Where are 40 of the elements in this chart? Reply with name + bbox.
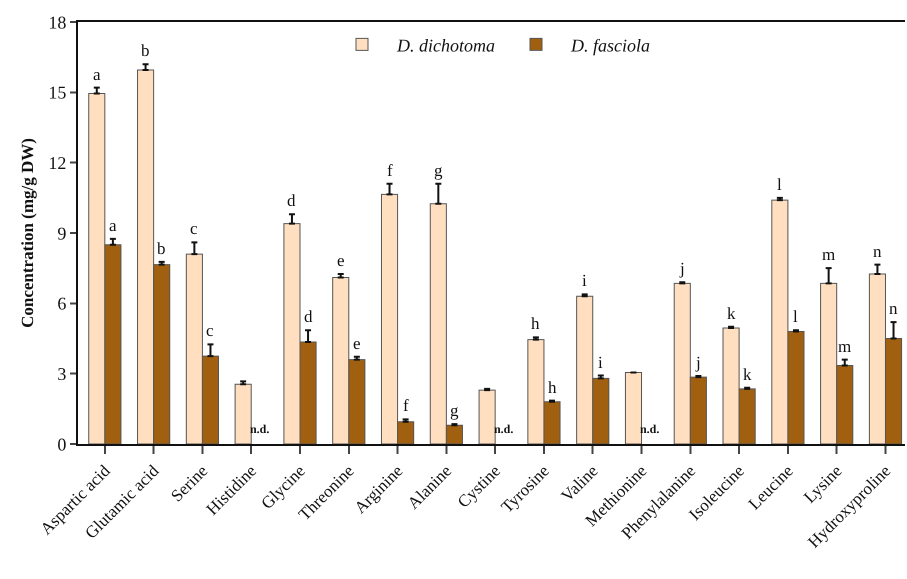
data-label: l — [777, 175, 782, 194]
data-label: g — [434, 161, 443, 180]
data-label: j — [679, 259, 685, 278]
data-label: j — [695, 353, 701, 372]
data-label: i — [582, 271, 587, 290]
data-label: f — [387, 161, 393, 180]
y-tick-label: 3 — [57, 364, 66, 384]
legend-label: D. dichotoma — [396, 35, 495, 56]
data-label: l — [793, 307, 798, 326]
y-tick-label: 9 — [57, 223, 66, 244]
data-label: h — [548, 378, 557, 397]
data-label: d — [304, 307, 313, 326]
data-label: b — [141, 41, 150, 60]
data-label: n — [873, 242, 882, 261]
data-label: e — [353, 334, 361, 353]
bar — [478, 390, 496, 444]
y-tick-label: 15 — [48, 82, 66, 103]
data-label: c — [190, 219, 198, 238]
data-label: g — [450, 401, 459, 420]
data-label: k — [743, 365, 752, 384]
data-label: a — [109, 216, 117, 235]
data-label: m — [822, 245, 836, 264]
y-tick-label: 6 — [57, 294, 66, 314]
y-tick-label: 18 — [48, 12, 66, 32]
data-label: d — [287, 191, 296, 210]
data-label: h — [531, 314, 540, 333]
data-label: i — [598, 353, 603, 372]
data-label: e — [337, 251, 345, 270]
data-label: m — [838, 337, 852, 356]
data-label: f — [403, 396, 409, 415]
data-label: n — [889, 299, 898, 318]
data-label: k — [727, 304, 736, 323]
data-label: b — [157, 239, 166, 258]
y-tick-label: 12 — [48, 152, 66, 173]
data-label: c — [206, 321, 214, 340]
legend-label: D. fasciola — [570, 35, 650, 56]
data-label: a — [93, 65, 101, 84]
y-axis-title: Concentration (mg/g DW) — [18, 138, 37, 328]
y-tick-label: 0 — [57, 434, 66, 454]
bar — [234, 384, 252, 444]
